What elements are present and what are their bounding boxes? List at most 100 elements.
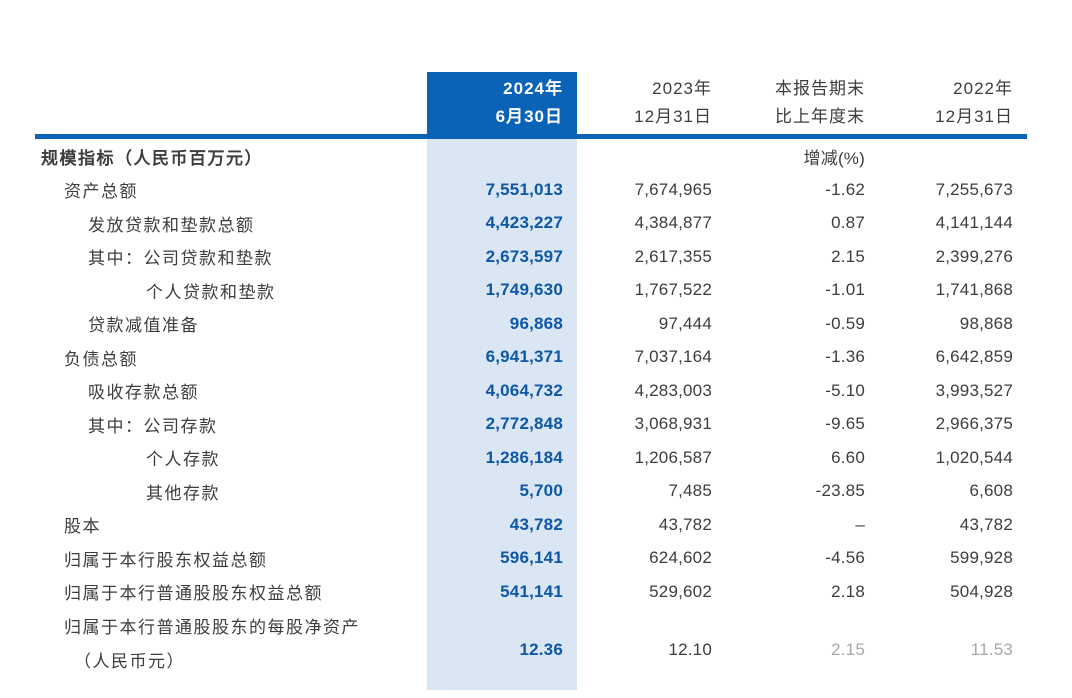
column-header-change-line1: 本报告期末 (775, 79, 865, 98)
highlight-column-background (427, 139, 577, 690)
cell-change: -1.36 (825, 347, 865, 367)
row-label: 个人贷款和垫款 (146, 282, 276, 302)
cell-2024: 12.36 (519, 639, 563, 659)
cell-2024: 43,782 (509, 514, 563, 534)
cell-2023: 3,068,931 (634, 414, 712, 434)
cell-change: -1.62 (825, 179, 865, 199)
table-row: 股本 43,782 43,782 – 43,782 (35, 508, 1027, 542)
row-label: 其中：公司贷款和垫款 (88, 249, 273, 269)
cell-change: – (855, 514, 865, 534)
cell-2022: 1,020,544 (935, 447, 1013, 467)
cell-change: -4.56 (825, 548, 865, 568)
column-header-2022-line1: 2022年 (953, 79, 1013, 98)
cell-2022: 11.53 (970, 639, 1013, 659)
cell-2024: 1,749,630 (485, 280, 563, 300)
cell-2023: 529,602 (649, 581, 712, 601)
table-row: 其中：公司贷款和垫款 2,673,597 2,617,355 2.15 2,399,27… (35, 240, 1027, 274)
column-header-2024: 2024年 6月30日 (427, 72, 577, 134)
table-row: 个人存款 1,286,184 1,206,587 6.60 1,020,544 (35, 441, 1027, 475)
header-label-spacer (35, 72, 427, 134)
row-label: 其中：公司存款 (88, 416, 218, 436)
cell-2024: 2,772,848 (485, 414, 563, 434)
cell-2023: 7,674,965 (634, 179, 712, 199)
cell-change: 2.15 (831, 639, 865, 659)
cell-change: 6.60 (831, 447, 865, 467)
cell-2022: 6,608 (969, 481, 1013, 501)
cell-2024: 5,700 (519, 481, 563, 501)
column-header-2022-line2: 12月31日 (935, 107, 1013, 126)
cell-2022: 7,255,673 (935, 179, 1013, 199)
column-header-2023-line1: 2023年 (652, 79, 712, 98)
header-highlight-box (427, 72, 577, 134)
row-label: 归属于本行普通股股东权益总额 (64, 584, 323, 604)
column-header-2023: 2023年 12月31日 (577, 72, 726, 134)
cell-2022: 43,782 (959, 514, 1013, 534)
cell-change: -1.01 (825, 280, 865, 300)
cell-2023: 12.10 (668, 639, 712, 659)
cell-2023: 624,602 (649, 548, 712, 568)
cell-2023: 4,283,003 (634, 380, 712, 400)
table-row: 归属于本行普通股股东权益总额 541,141 529,602 2.18 504,928 (35, 575, 1027, 609)
column-header-2024-line1: 2024年 (503, 79, 563, 98)
table-row: 归属于本行股东权益总额 596,141 624,602 -4.56 599,928 (35, 542, 1027, 576)
row-label-line2: （人民币元） (74, 651, 185, 671)
section-change-note: 增减(%) (803, 148, 865, 168)
cell-2024: 1,286,184 (485, 447, 563, 467)
cell-2023: 43,782 (658, 514, 712, 534)
row-label: 归属于本行股东权益总额 (64, 550, 268, 570)
table-row: 发放贷款和垫款总额 4,423,227 4,384,877 0.87 4,141,144 (35, 207, 1027, 241)
cell-2022: 504,928 (950, 581, 1013, 601)
cell-2022: 98,868 (959, 313, 1013, 333)
cell-2022: 2,966,375 (935, 414, 1013, 434)
cell-change: 2.18 (831, 581, 865, 601)
section-header-row: 规模指标（人民币百万元） 增减(%) (35, 139, 1027, 173)
cell-2023: 2,617,355 (634, 246, 712, 266)
row-label: 负债总额 (64, 349, 138, 369)
cell-2024: 7,551,013 (485, 179, 563, 199)
cell-2022: 1,741,868 (935, 280, 1013, 300)
row-label: 其他存款 (146, 483, 220, 503)
cell-2023: 7,037,164 (634, 347, 712, 367)
row-label: 股本 (64, 517, 101, 537)
cell-2022: 4,141,144 (935, 213, 1013, 233)
cell-2024: 4,423,227 (485, 213, 563, 233)
header-divider-rule (35, 134, 1027, 139)
cell-2023: 1,206,587 (634, 447, 712, 467)
cell-2024: 4,064,732 (485, 380, 563, 400)
column-header-2023-line2: 12月31日 (634, 107, 712, 126)
cell-change: -9.65 (825, 414, 865, 434)
cell-2023: 1,767,522 (634, 280, 712, 300)
row-label: 发放贷款和垫款总额 (88, 215, 255, 235)
cell-2023: 4,384,877 (634, 213, 712, 233)
row-label: 个人存款 (146, 450, 220, 470)
table-body: 规模指标（人民币百万元） 增减(%) 资产总额 7,551,013 7,674,96… (35, 139, 1027, 671)
section-title: 规模指标（人民币百万元） (41, 148, 263, 168)
column-header-2024-line2: 6月30日 (495, 107, 563, 126)
table-row: 吸收存款总额 4,064,732 4,283,003 -5.10 3,993,527 (35, 374, 1027, 408)
table-row: 归属于本行普通股股东的每股净资产 （人民币元） 12.36 12.10 2.15 11.5… (35, 609, 1027, 671)
cell-change: -5.10 (825, 380, 865, 400)
cell-2022: 599,928 (950, 548, 1013, 568)
table-row: 其中：公司存款 2,772,848 3,068,931 -9.65 2,966,375 (35, 408, 1027, 442)
row-label: 资产总额 (64, 182, 138, 202)
column-header-change: 本报告期末 比上年度末 (726, 72, 879, 134)
table-header: 2024年 6月30日 2023年 12月31日 本报告期末 比上年度末 202… (35, 72, 1027, 134)
cell-change: -0.59 (825, 313, 865, 333)
table-row: 负债总额 6,941,371 7,037,164 -1.36 6,642,859 (35, 341, 1027, 375)
table-row: 资产总额 7,551,013 7,674,965 -1.62 7,255,673 (35, 173, 1027, 207)
cell-2022: 2,399,276 (935, 246, 1013, 266)
cell-2024: 596,141 (500, 548, 563, 568)
row-label: 贷款减值准备 (88, 316, 199, 336)
cell-2023: 97,444 (658, 313, 712, 333)
table-row: 其他存款 5,700 7,485 -23.85 6,608 (35, 475, 1027, 509)
cell-change: 2.15 (831, 246, 865, 266)
cell-change: -23.85 (815, 481, 865, 501)
cell-2022: 6,642,859 (935, 347, 1013, 367)
row-label: 吸收存款总额 (88, 383, 199, 403)
cell-2023: 7,485 (668, 481, 712, 501)
cell-2024: 96,868 (509, 313, 563, 333)
cell-change: 0.87 (831, 213, 865, 233)
cell-2022: 3,993,527 (935, 380, 1013, 400)
row-label: 归属于本行普通股股东的每股净资产 （人民币元） (35, 609, 427, 671)
